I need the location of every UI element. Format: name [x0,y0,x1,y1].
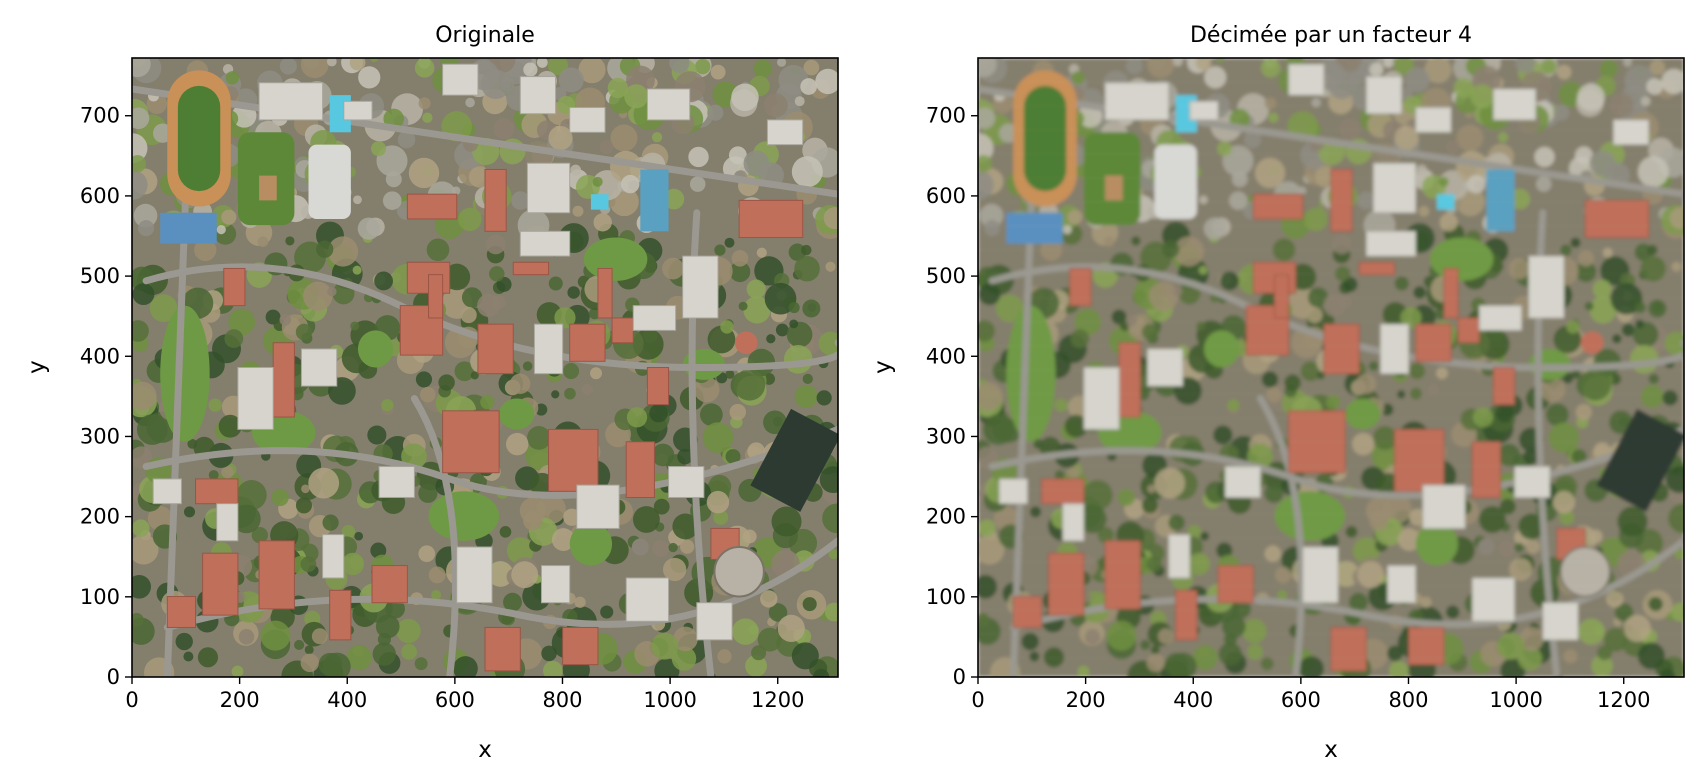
y-tick-label: 200 [926,505,966,529]
x-tick-label: 400 [327,688,367,712]
y-tick-label: 700 [80,104,120,128]
y-tick-label: 600 [80,184,120,208]
y-tick-label: 0 [107,665,120,689]
x-tick-label: 600 [1281,688,1321,712]
y-tick-label: 0 [953,665,966,689]
y-tick-label: 500 [926,264,966,288]
x-tick-label: 800 [1388,688,1428,712]
x-tick-label: 1000 [1489,688,1542,712]
y-tick-label: 700 [926,104,966,128]
y-tick-label: 100 [80,585,120,609]
y-axis-ticks-original: 0 100 200 300 400 500 600 700 [80,104,132,689]
x-tick-label: 1200 [751,688,804,712]
x-tick-label: 600 [435,688,475,712]
y-tick-label: 300 [80,424,120,448]
panel-title-original: Originale [435,23,535,48]
x-tick-label: 1000 [643,688,696,712]
y-tick-label: 200 [80,505,120,529]
y-tick-label: 400 [80,344,120,368]
y-tick-label: 400 [926,344,966,368]
y-tick-label: 100 [926,585,966,609]
y-tick-label: 300 [926,424,966,448]
panel-original: Originale 0 200 400 600 800 1000 1200 0 100 200 3… [24,23,839,763]
x-tick-label: 0 [971,688,984,712]
y-axis-ticks-decimated: 0 100 200 300 400 500 600 700 [926,104,978,689]
x-axis-label-original: x [478,737,492,763]
x-tick-label: 200 [1066,688,1106,712]
y-axis-label-decimated: y [870,360,896,374]
x-tick-label: 200 [220,688,260,712]
x-tick-label: 0 [125,688,138,712]
x-tick-label: 800 [542,688,582,712]
axes-frame-decimated [977,57,1685,678]
aerial-image-decimated [978,58,1684,677]
y-axis-label-original: y [24,360,50,374]
panel-decimated: Décimée par un facteur 4 0 200 400 600 800 10… [870,23,1685,763]
y-tick-label: 500 [80,264,120,288]
x-tick-label: 1200 [1597,688,1650,712]
aerial-image-original [132,58,838,677]
x-axis-label-decimated: x [1324,737,1338,763]
x-axis-ticks-original: 0 200 400 600 800 1000 1200 [125,677,804,712]
axes-frame-original [131,57,839,678]
x-axis-ticks-decimated: 0 200 400 600 800 1000 1200 [971,677,1650,712]
y-tick-label: 600 [926,184,966,208]
panel-title-decimated: Décimée par un facteur 4 [1190,23,1472,48]
x-tick-label: 400 [1173,688,1213,712]
